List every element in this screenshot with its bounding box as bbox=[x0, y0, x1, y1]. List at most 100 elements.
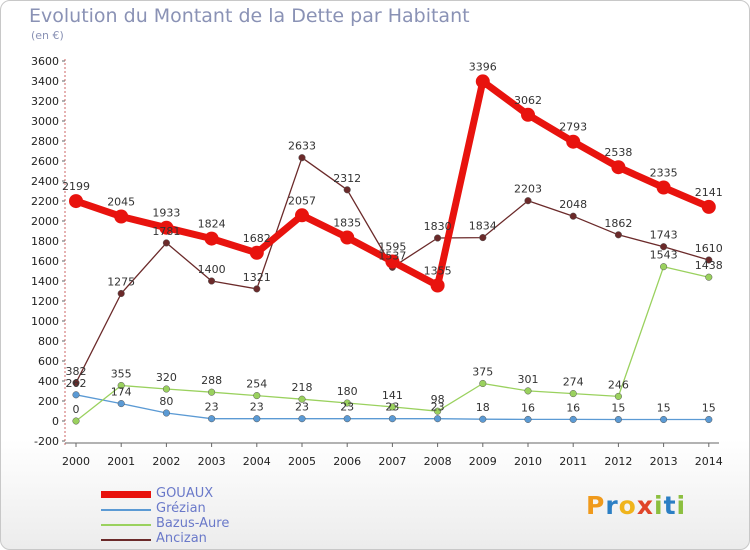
legend-label-gr-zian: Grézian bbox=[156, 501, 206, 516]
data-label-ancizan: 1781 bbox=[152, 225, 180, 238]
x-tick-label: 2003 bbox=[198, 455, 226, 468]
data-point-gouaux bbox=[69, 194, 83, 209]
y-tick-label: 3200 bbox=[31, 95, 59, 108]
data-point-ancizan bbox=[208, 277, 216, 285]
data-point-gouaux bbox=[204, 231, 219, 246]
data-label-bazus-aure: 141 bbox=[382, 389, 403, 402]
data-point-bazus-aure bbox=[343, 399, 351, 407]
x-tick-label: 2008 bbox=[424, 455, 452, 468]
data-label-gr-zian: 23 bbox=[205, 401, 219, 414]
legend-item-gouaux: GOUAUX bbox=[101, 486, 321, 502]
data-point-ancizan bbox=[569, 212, 577, 220]
data-label-gouaux: 2335 bbox=[650, 167, 678, 180]
logo-letter: o bbox=[618, 491, 637, 520]
data-label-bazus-aure: 218 bbox=[292, 381, 313, 394]
x-tick-label: 2014 bbox=[695, 455, 723, 468]
data-point-gouaux bbox=[521, 107, 535, 122]
data-label-gr-zian: 15 bbox=[702, 402, 716, 415]
data-label-gouaux: 2199 bbox=[62, 180, 90, 193]
data-point-bazus-aure bbox=[705, 273, 713, 281]
data-point-bazus-aure bbox=[298, 395, 306, 403]
data-label-ancizan: 382 bbox=[66, 365, 87, 378]
data-point-gouaux bbox=[430, 278, 445, 293]
data-label-gr-zian: 23 bbox=[250, 401, 264, 414]
data-point-gr-zian bbox=[162, 409, 170, 417]
data-point-gouaux bbox=[249, 245, 264, 260]
data-label-gouaux: 2141 bbox=[695, 186, 723, 199]
data-label-gouaux: 1824 bbox=[198, 218, 226, 231]
data-point-bazus-aure bbox=[660, 263, 668, 271]
x-tick-label: 2004 bbox=[243, 455, 271, 468]
data-label-bazus-aure: 0 bbox=[73, 403, 80, 416]
data-label-gr-zian: 23 bbox=[295, 401, 309, 414]
legend-swatch-gr-zian bbox=[101, 509, 151, 511]
data-label-ancizan: 1400 bbox=[198, 263, 226, 276]
legend-item-bazus-aure: Bazus-Aure bbox=[101, 516, 321, 532]
data-point-gr-zian bbox=[117, 400, 125, 408]
data-label-gr-zian: 262 bbox=[66, 377, 87, 390]
data-point-bazus-aure bbox=[479, 379, 487, 388]
proxiti-logo: Proxiti bbox=[586, 491, 686, 520]
data-point-ancizan bbox=[162, 239, 170, 247]
data-point-ancizan bbox=[479, 234, 487, 242]
data-point-gr-zian bbox=[479, 415, 487, 423]
y-tick-label: 2200 bbox=[31, 195, 59, 208]
data-label-gr-zian: 18 bbox=[476, 401, 490, 414]
data-label-ancizan: 1610 bbox=[695, 242, 723, 255]
y-tick-label: 2800 bbox=[31, 135, 59, 148]
logo-letter: P bbox=[586, 491, 606, 520]
data-label-gouaux: 2538 bbox=[604, 146, 632, 159]
data-point-bazus-aure bbox=[524, 387, 532, 395]
data-point-ancizan bbox=[343, 186, 351, 194]
data-label-gouaux: 1933 bbox=[152, 207, 180, 220]
logo-letter: r bbox=[605, 491, 619, 520]
data-label-gr-zian: 80 bbox=[159, 395, 173, 408]
data-label-ancizan: 2312 bbox=[333, 172, 361, 185]
y-tick-label: 200 bbox=[38, 395, 59, 408]
x-tick-label: 2000 bbox=[62, 455, 90, 468]
legend-swatch-bazus-aure bbox=[101, 524, 151, 526]
data-label-gr-zian: 23 bbox=[431, 401, 445, 414]
data-point-ancizan bbox=[72, 379, 80, 387]
data-label-ancizan: 1834 bbox=[469, 220, 497, 233]
logo-letter: i bbox=[676, 491, 687, 520]
data-point-ancizan bbox=[705, 256, 713, 264]
data-point-bazus-aure bbox=[434, 407, 442, 415]
data-point-gouaux bbox=[611, 160, 626, 175]
legend-label-bazus-aure: Bazus-Aure bbox=[156, 516, 230, 531]
data-point-gouaux bbox=[701, 199, 716, 214]
data-label-ancizan: 1321 bbox=[243, 271, 271, 284]
data-point-ancizan bbox=[660, 243, 668, 251]
data-labels: 262 174 80 23 23 23 23 23 23 18 16 16 15 15 15 0 355 320 2… bbox=[62, 60, 723, 416]
x-tick-label: 2009 bbox=[469, 455, 497, 468]
data-label-gr-zian: 23 bbox=[340, 401, 354, 414]
x-tick-label: 2011 bbox=[559, 455, 587, 468]
data-point-bazus-aure bbox=[614, 392, 622, 400]
data-point-gr-zian bbox=[298, 415, 306, 423]
x-tick-label: 2007 bbox=[378, 455, 406, 468]
chart-unit: (en €) bbox=[31, 29, 64, 42]
data-label-gouaux: 2045 bbox=[107, 196, 135, 209]
data-point-ancizan bbox=[298, 154, 306, 162]
data-label-bazus-aure: 301 bbox=[518, 373, 539, 386]
x-tick-label: 2010 bbox=[514, 455, 542, 468]
data-label-gr-zian: 16 bbox=[521, 401, 535, 414]
data-point-bazus-aure bbox=[208, 388, 216, 396]
x-tick-label: 2005 bbox=[288, 455, 316, 468]
y-tick-label: 2000 bbox=[31, 215, 59, 228]
data-label-bazus-aure: 288 bbox=[201, 374, 222, 387]
data-point-gr-zian bbox=[253, 415, 261, 423]
data-label-bazus-aure: 180 bbox=[337, 385, 358, 398]
legend-item-gr-zian: Grézian bbox=[101, 501, 321, 517]
chart-axes: -200020040060080010001200140016001800200… bbox=[31, 55, 723, 468]
data-label-gr-zian: 15 bbox=[611, 402, 625, 415]
data-label-ancizan: 2203 bbox=[514, 183, 542, 196]
data-point-gr-zian bbox=[208, 415, 216, 423]
data-point-ancizan bbox=[117, 289, 125, 298]
y-tick-label: 400 bbox=[38, 375, 59, 388]
data-label-gouaux: 3062 bbox=[514, 94, 542, 107]
y-tick-label: 800 bbox=[38, 335, 59, 348]
y-tick-label: 1000 bbox=[31, 315, 59, 328]
